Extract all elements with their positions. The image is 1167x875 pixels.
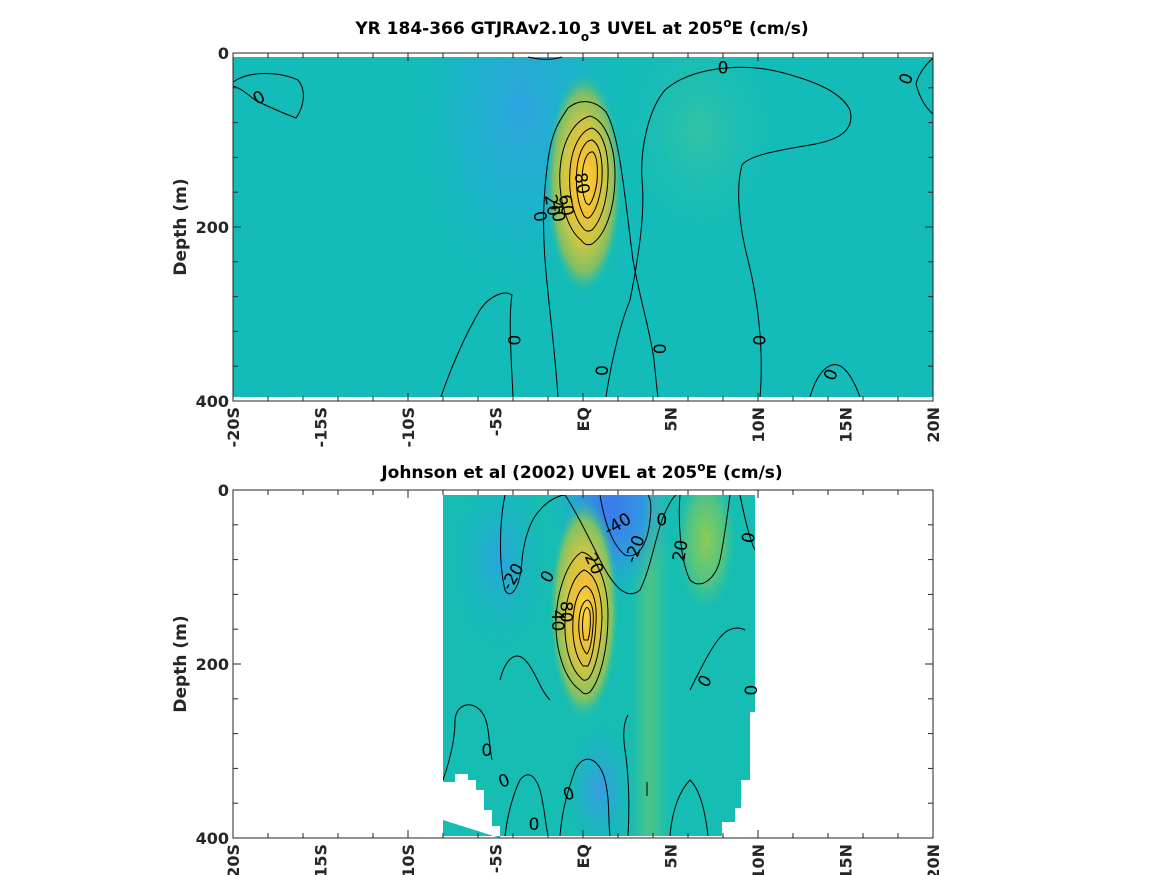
panel-obs-heatmap — [443, 495, 755, 838]
panel-model-x-tick-label: -5S — [487, 407, 506, 436]
panel-model-x-tick-label: -10S — [399, 407, 418, 447]
panel-obs-x-tick-label: 10N — [749, 844, 768, 875]
panel-obs-contour-label: 80 — [556, 601, 576, 623]
panel-obs-y-tick-label: 200 — [196, 655, 229, 674]
panel-obs-contour-label: 0 — [739, 685, 759, 696]
panel-obs-x-tick-label: -10S — [399, 844, 418, 875]
panel-obs-contour-label: 40 — [547, 610, 567, 632]
panel-model-contour-label: 0 — [503, 335, 523, 346]
panel-model: YR 184-366 GTJRAv2.10o3 UVEL at 205oE (c… — [171, 16, 943, 447]
panel-model-title: YR 184-366 GTJRAv2.10o3 UVEL at 205oE (c… — [354, 16, 808, 44]
panel-model-ylabel: Depth (m) — [171, 178, 191, 275]
panel-model-x-tick-label: -15S — [312, 407, 331, 447]
panel-model-x-tick-label: EQ — [574, 407, 593, 432]
panel-obs-ylabel: Depth (m) — [171, 615, 191, 712]
panel-model-y-tick-label: 200 — [196, 218, 229, 237]
panel-model-contour-label: 0 — [748, 335, 768, 346]
panel-model-contour-label: 40 — [545, 199, 568, 224]
panel-obs-y-tick-label: 0 — [218, 481, 229, 500]
panel-obs-x-tick-label: -15S — [312, 844, 331, 875]
panel-model-x-tick-label: 20N — [924, 407, 943, 443]
panel-obs-contour-label: 0 — [529, 815, 540, 835]
panel-model-contour-label: 0 — [591, 365, 611, 376]
panel-model-contour-label: 20 — [540, 193, 563, 218]
panel-model-heatmap — [233, 57, 933, 397]
panel-model-contour-label: 0 — [528, 209, 550, 223]
panel-obs-x-tick-label: -5S — [487, 844, 506, 873]
panel-obs-x-tick-label: -20S — [224, 844, 243, 875]
panel-model-y-tick-label: 400 — [196, 392, 229, 411]
panel-model-y-tick-label: 0 — [218, 44, 229, 63]
panel-obs-contour-label: 0 — [738, 531, 760, 545]
panel-obs-y-tick-label: 400 — [196, 829, 229, 848]
panel-obs-x-tick-label: 15N — [837, 844, 856, 875]
panel-model-contour-label: 0 — [718, 59, 729, 79]
panel-model-contour-label: 0 — [648, 343, 668, 354]
panel-model-x-tick-label: 5N — [662, 407, 681, 432]
panel-obs-contour-label: 0 — [481, 741, 492, 761]
panel-obs-title: Johnson et al (2002) UVEL at 205oE (cm/s… — [380, 460, 782, 483]
panel-model-x-tick-label: 10N — [749, 407, 768, 443]
panel-obs-x-tick-label: EQ — [574, 844, 593, 869]
panel-obs-x-tick-label: 5N — [662, 844, 681, 869]
panel-obs-contour-label: 0 — [656, 510, 667, 530]
panel-model-x-tick-label: 15N — [837, 407, 856, 443]
panel-model-x-tick-label: -20S — [224, 407, 243, 447]
panel-obs-contour-label: 20 — [669, 539, 692, 564]
panel-obs-contours — [443, 495, 755, 837]
panel-obs-x-tick-label: 20N — [924, 844, 943, 875]
panel-model-contour-label: 80 — [570, 171, 593, 196]
panel-model-contour-label: 60 — [554, 193, 577, 218]
panel-model-contours — [232, 56, 934, 398]
panel-obs: Johnson et al (2002) UVEL at 205oE (cm/s… — [171, 460, 943, 875]
